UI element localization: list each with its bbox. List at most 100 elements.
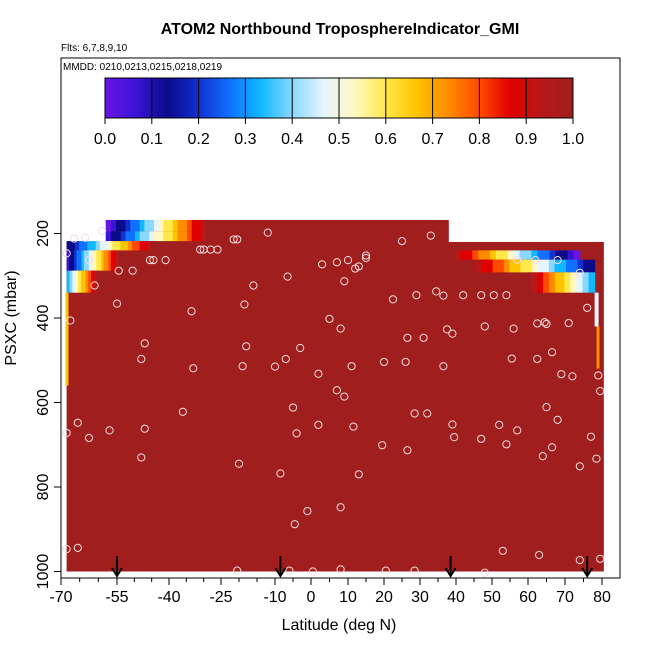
- heatmap-band: [196, 231, 202, 242]
- heatmap-band: [103, 250, 107, 271]
- heatmap-band: [201, 219, 207, 232]
- colorbar-swatch: [210, 78, 214, 118]
- colorbar-swatch: [271, 78, 276, 118]
- heatmap-band: [526, 259, 533, 273]
- observation-marker: [442, 325, 452, 334]
- colorbar-swatch: [105, 78, 109, 118]
- heatmap-band: [83, 270, 86, 293]
- colorbar-swatch: [429, 78, 434, 118]
- colorbar-swatch: [368, 78, 372, 118]
- observation-marker: [489, 291, 498, 300]
- heatmap-band: [573, 272, 578, 293]
- colorbar-swatch: [122, 78, 126, 118]
- colorbar-tick-label: 0.7: [421, 131, 443, 148]
- observation-marker: [238, 362, 247, 371]
- heatmap-band: [69, 250, 73, 271]
- observation-marker: [480, 322, 489, 331]
- heatmap-band: [478, 250, 485, 260]
- colorbar-swatch: [496, 78, 501, 118]
- observation-marker: [240, 300, 249, 309]
- colorbar-swatch: [306, 78, 311, 118]
- observation-marker: [361, 253, 371, 263]
- colorbar-swatch: [125, 78, 129, 118]
- colorbar-swatch: [447, 78, 451, 118]
- heatmap-band: [537, 250, 545, 260]
- heatmap-band: [503, 259, 510, 273]
- colorbar-swatch: [327, 78, 331, 118]
- heatmap-band: [588, 272, 593, 293]
- observation-marker: [332, 386, 341, 395]
- observation-marker: [73, 418, 82, 427]
- observation-marker: [557, 370, 566, 379]
- heatmap-band: [182, 231, 188, 242]
- colorbar-swatch: [537, 78, 542, 118]
- observation-marker: [347, 362, 356, 371]
- colorbar-swatch: [546, 78, 551, 118]
- heatmap-band: [555, 272, 559, 293]
- heatmap-band: [83, 241, 88, 251]
- colorbar-swatch: [183, 78, 188, 118]
- observation-marker: [105, 426, 114, 435]
- colorbar-swatch: [494, 78, 498, 118]
- heatmap-band: [163, 231, 169, 242]
- heatmap-band: [177, 231, 183, 242]
- colorbar-swatch: [470, 78, 475, 118]
- observation-marker: [513, 255, 522, 264]
- heatmap-band: [130, 219, 136, 232]
- observation-marker: [378, 441, 387, 450]
- observation-marker: [336, 324, 345, 333]
- heatmap-band: [105, 250, 110, 271]
- colorbar-swatch: [499, 78, 504, 118]
- colorbar-swatch: [265, 78, 270, 118]
- heatmap-band: [514, 259, 522, 273]
- colorbar-swatch: [388, 78, 393, 118]
- heatmap-band: [86, 250, 90, 271]
- heatmap-band: [81, 250, 85, 271]
- x-tick-label: 40: [447, 589, 465, 606]
- heatmap-band: [543, 272, 547, 293]
- heatmap-band: [520, 259, 527, 273]
- colorbar-swatch: [400, 78, 404, 118]
- heatmap-band: [115, 231, 122, 242]
- dates-subtitle: MMDD: 0210,0213,0215,0218,0219: [63, 62, 222, 73]
- heatmap-band: [96, 270, 99, 293]
- heatmap-band: [70, 270, 73, 293]
- heatmap-band: [158, 231, 164, 242]
- observation-marker: [575, 268, 584, 277]
- observation-marker: [480, 568, 489, 577]
- observation-markers: [62, 226, 605, 577]
- colorbar-swatch: [385, 78, 390, 118]
- colorbar-swatch: [289, 78, 293, 118]
- observation-marker: [540, 318, 549, 327]
- observation-marker: [140, 339, 149, 348]
- observation-marker: [596, 554, 605, 563]
- observation-marker: [349, 422, 358, 431]
- colorbar-swatch: [567, 78, 571, 118]
- colorbar-swatch: [540, 78, 545, 118]
- colorbar-swatch: [330, 78, 334, 118]
- colorbar-swatch: [116, 78, 121, 118]
- heatmap-band: [577, 259, 584, 273]
- heatmap-band: [73, 270, 76, 293]
- colorbar-swatch: [148, 78, 153, 118]
- colorbar-swatch: [274, 78, 279, 118]
- colorbar-swatch: [570, 78, 574, 118]
- colorbar-swatch: [438, 78, 442, 118]
- colorbar-swatch: [300, 78, 305, 118]
- heatmap-band: [507, 250, 515, 260]
- colorbar-swatch: [552, 78, 556, 118]
- observation-marker: [314, 369, 323, 378]
- observation-marker: [502, 440, 511, 449]
- heatmap-band: [139, 231, 146, 242]
- observation-marker: [542, 319, 551, 329]
- colorbar-swatch: [140, 78, 144, 118]
- heatmap-edge-right: [598, 368, 603, 408]
- x-tick-label: 70: [556, 589, 574, 606]
- heatmap-band: [571, 259, 579, 273]
- colorbar-swatch: [292, 78, 296, 118]
- observation-marker: [62, 428, 71, 438]
- colorbar-swatch: [312, 78, 317, 118]
- observation-marker: [568, 372, 577, 381]
- heatmap-band: [579, 272, 584, 293]
- observation-marker: [502, 291, 511, 300]
